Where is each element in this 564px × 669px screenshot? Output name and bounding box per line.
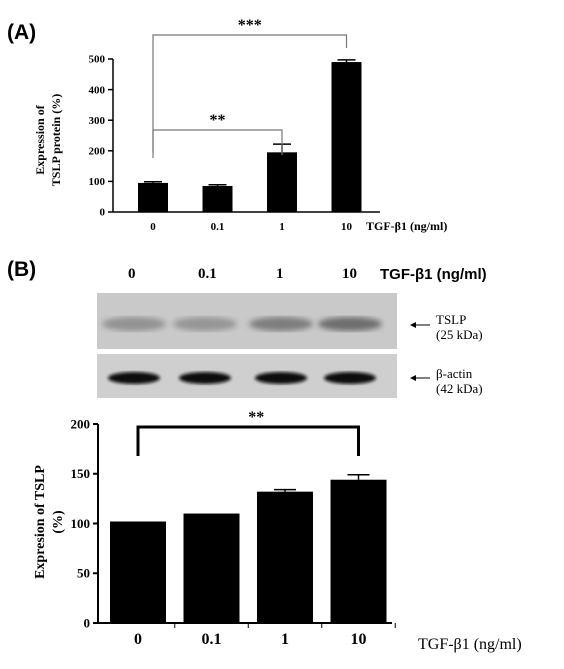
chart-a-x-tick-label: 0.1 <box>211 221 225 233</box>
chart-b-x-tick-label: 0.1 <box>202 631 222 648</box>
tslp-band <box>102 317 166 331</box>
tslp-band <box>318 317 382 331</box>
tslp-band <box>173 317 237 331</box>
tslp-label-name: TSLP <box>436 312 467 327</box>
chart-a-y-tick-label: 0 <box>100 207 106 219</box>
chart-b-x-tick-label: 0 <box>134 631 142 648</box>
chart-b-bar <box>330 479 387 623</box>
panel-a-label: (A) <box>7 21 37 44</box>
tslp-band <box>249 317 313 331</box>
actin-band <box>108 372 160 384</box>
actin-band <box>324 372 376 384</box>
tslp-arrow-head-icon <box>410 322 416 328</box>
actin-arrow-head-icon <box>410 375 416 381</box>
chart-a-significance-label: ** <box>210 112 226 129</box>
chart-a-y-tick-label: 400 <box>89 84 106 96</box>
actin-label: β-actin (42 kDa) <box>436 366 483 396</box>
chart-b-y-tick-label: 50 <box>77 566 90 581</box>
chart-a-x-tick-label: 1 <box>279 221 285 233</box>
chart-b-y-tick-label: 0 <box>84 615 91 630</box>
blot-lane-label: 0 <box>128 266 136 282</box>
chart-b: Expresion of TSLP (%) TGF-β1 (ng/ml) 0 50… <box>33 409 522 653</box>
actin-label-name: β-actin <box>436 366 473 381</box>
blot-lane-label: 0.1 <box>198 266 217 282</box>
actin-label-size: (42 kDa) <box>436 381 483 396</box>
chart-a-y-tick-label: 200 <box>89 145 106 157</box>
chart-a-significance-bracket <box>152 129 283 158</box>
chart-a-y-tick-label: 100 <box>89 176 106 188</box>
blot-lane-label: 10 <box>342 266 357 282</box>
chart-b-bar <box>257 491 313 623</box>
actin-band <box>255 372 307 384</box>
chart-a-x-tick-label: 0 <box>150 221 156 233</box>
chart-a-bar <box>331 62 362 213</box>
chart-a-significance-bracket <box>152 34 348 152</box>
chart-b-ylabel-line2: (%) <box>51 510 66 534</box>
chart-a-ylabel-line1: Expression of <box>33 104 47 174</box>
tslp-label-size: (25 kDa) <box>436 327 483 342</box>
chart-a: Expression of TSLP protein (%) TGF-β1 (n… <box>33 17 447 233</box>
chart-b-bar <box>110 521 166 623</box>
chart-b-y-tick-label: 100 <box>71 516 91 531</box>
chart-b-x-tick-label: 10 <box>351 631 367 648</box>
chart-b-xlabel: TGF-β1 (ng/ml) <box>418 636 522 653</box>
western-blot <box>97 293 430 398</box>
chart-a-x-tick-label: 10 <box>341 221 353 233</box>
chart-a-bar <box>138 182 168 212</box>
chart-a-bar <box>202 185 233 212</box>
chart-b-bar <box>183 513 240 623</box>
chart-b-significance-label: ** <box>248 409 264 426</box>
actin-band <box>179 372 231 384</box>
blot-lane-label: 1 <box>276 266 284 282</box>
chart-b-y-tick-label: 200 <box>71 416 91 431</box>
tslp-label: TSLP (25 kDa) <box>436 312 483 342</box>
chart-a-significance-label: *** <box>238 17 262 34</box>
chart-b-x-tick-label: 1 <box>281 631 289 648</box>
chart-a-xlabel: TGF-β1 (ng/ml) <box>366 219 447 233</box>
chart-a-bar <box>267 152 297 212</box>
chart-b-ylabel-line1: Expresion of TSLP <box>33 465 48 579</box>
chart-a-ylabel-line2: TSLP protein (%) <box>49 94 63 186</box>
chart-b-y-tick-label: 150 <box>71 466 91 481</box>
chart-a-y-tick-label: 500 <box>89 54 106 66</box>
chart-b-significance-bracket <box>136 425 360 456</box>
blot-treatment-label: TGF-β1 (ng/ml) <box>380 266 487 283</box>
panel-b-label: (B) <box>7 258 37 281</box>
chart-a-y-tick-label: 300 <box>89 115 106 127</box>
